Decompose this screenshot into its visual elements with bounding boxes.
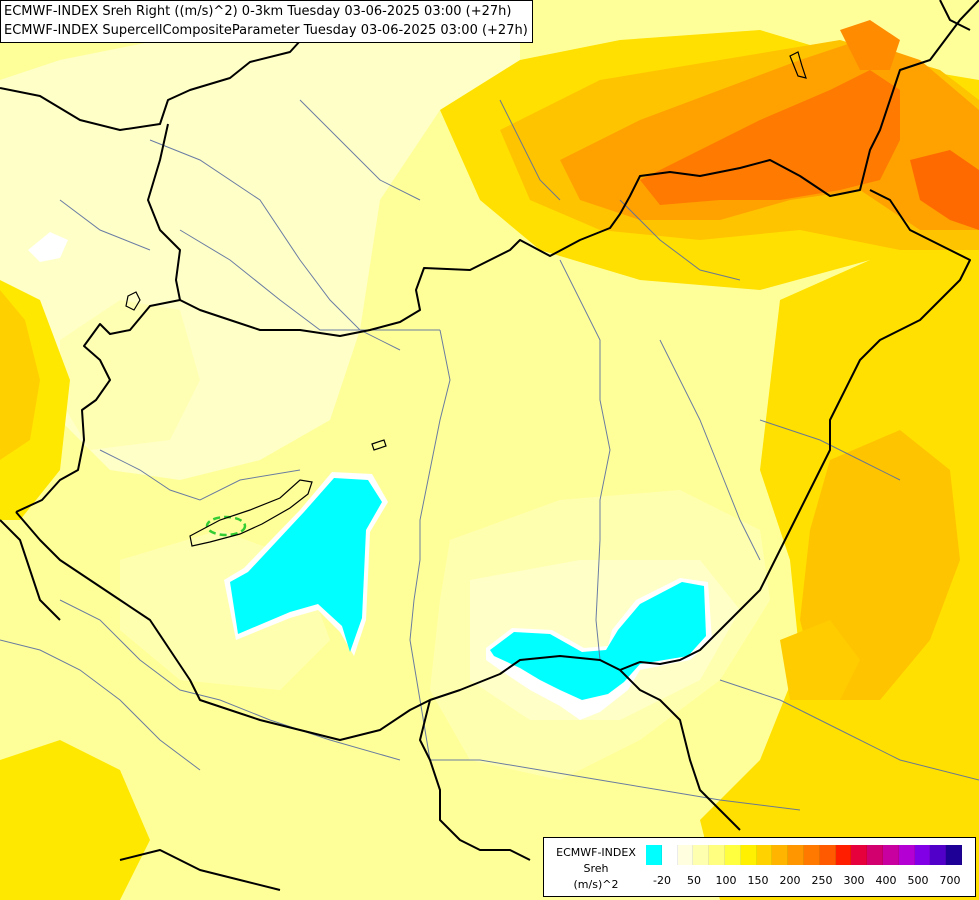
legend-tick: 100 xyxy=(715,874,737,887)
legend-unit: (m/s)^2 xyxy=(573,878,619,891)
legend-swatch xyxy=(898,845,915,865)
lake-balaton xyxy=(189,479,313,547)
legend-swatch xyxy=(788,845,804,865)
legend-swatch xyxy=(946,845,962,865)
deep-orange-core-northeast xyxy=(840,20,900,70)
pale-field-west xyxy=(60,300,200,450)
legend-swatch xyxy=(772,845,789,865)
legend-swatch xyxy=(851,845,868,865)
legend-tick: 500 xyxy=(907,874,929,887)
river-network xyxy=(0,99,979,881)
legend-tick: 400 xyxy=(875,874,897,887)
legend-swatch xyxy=(646,845,662,865)
legend-tick: 150 xyxy=(747,874,769,887)
legend-swatch xyxy=(677,845,694,865)
legend-swatch xyxy=(709,845,725,865)
legend-tick-labels: -20 50 100 150 200 250 300 400 500 700 xyxy=(644,874,972,890)
gold-field-southwest xyxy=(0,740,150,900)
deep-orange-core xyxy=(640,70,900,205)
lake-small-3 xyxy=(125,291,141,311)
legend-swatch xyxy=(819,845,836,865)
scp-contour xyxy=(205,515,247,537)
legend-tick: 50 xyxy=(687,874,701,887)
legend-tick: 250 xyxy=(811,874,833,887)
legend-tick: 300 xyxy=(843,874,865,887)
legend-swatch xyxy=(803,845,820,865)
lake-small-1 xyxy=(371,439,387,451)
title-scp: ECMWF-INDEX SupercellCompositeParameter … xyxy=(4,23,528,38)
legend-swatch xyxy=(693,845,710,865)
color-legend: ECMWF-INDEX Sreh (m/s)^2 -20 50 100 150 200 2… xyxy=(543,837,976,897)
legend-tick: 700 xyxy=(939,874,961,887)
legend-swatch xyxy=(740,845,757,865)
legend-swatch xyxy=(930,845,947,865)
legend-tick: 200 xyxy=(779,874,801,887)
legend-swatch-bar xyxy=(646,845,962,865)
amber-field-west xyxy=(0,290,40,460)
legend-swatch xyxy=(867,845,883,865)
negative-shear-area-west xyxy=(230,478,382,652)
lake-small-2 xyxy=(789,51,807,79)
legend-swatch xyxy=(914,845,931,865)
legend-source: ECMWF-INDEX xyxy=(556,846,636,859)
negative-shear-area-south xyxy=(490,582,706,700)
deep-orange-core-east xyxy=(910,150,979,230)
legend-swatch xyxy=(882,845,899,865)
legend-swatch xyxy=(661,845,678,865)
amber-field-east xyxy=(800,430,960,700)
legend-parameter: Sreh xyxy=(583,862,609,875)
legend-tick: -20 xyxy=(653,874,671,887)
white-patch-northwest xyxy=(28,232,68,262)
amber-field-southeast xyxy=(780,620,860,700)
legend-swatch xyxy=(756,845,773,865)
title-sreh: ECMWF-INDEX Sreh Right ((m/s)^2) 0-3km T… xyxy=(4,4,512,19)
legend-swatch xyxy=(835,845,852,865)
lakes xyxy=(125,51,807,547)
map-title-box: ECMWF-INDEX Sreh Right ((m/s)^2) 0-3km T… xyxy=(0,0,533,43)
legend-swatch xyxy=(724,845,741,865)
